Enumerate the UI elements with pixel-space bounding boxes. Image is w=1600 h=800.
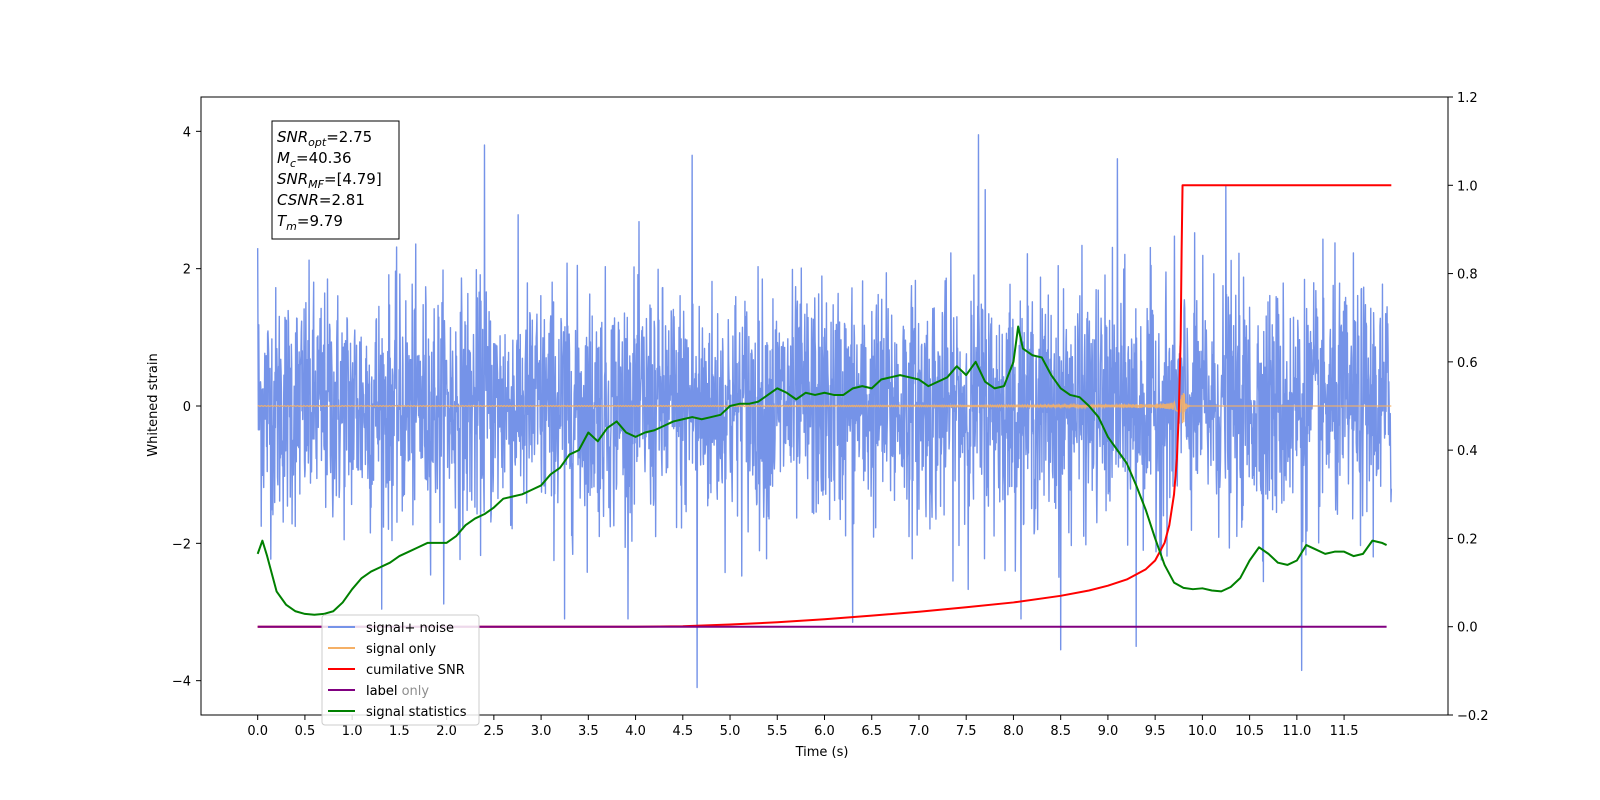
x-tick-label: 7.0 — [909, 724, 930, 739]
y-tick-label-left: 0 — [183, 400, 191, 415]
annotation-line: Mc=40.36 — [277, 149, 352, 170]
x-tick-label: 6.5 — [861, 724, 882, 739]
x-tick-label: 2.0 — [436, 724, 457, 739]
annotation-line: SNRopt=2.75 — [277, 128, 372, 149]
legend-frame — [321, 614, 480, 726]
y-tick-label-right: 0.0 — [1457, 621, 1478, 636]
x-tick-label: 0.0 — [247, 724, 268, 739]
legend-ghost-text: label only — [366, 684, 429, 699]
series-signal-statistics — [256, 325, 1388, 616]
x-tick-label: 5.0 — [720, 724, 741, 739]
y-tick-label-right: −0.2 — [1457, 709, 1489, 724]
series-signal-only — [257, 392, 1392, 424]
x-tick-label: 6.0 — [814, 724, 835, 739]
y-tick-label-left: 4 — [183, 125, 191, 140]
legend: label only signal+ noise signal only cumila… — [321, 614, 480, 726]
series-signal-noise — [256, 134, 1393, 689]
x-tick-label: 5.5 — [767, 724, 788, 739]
x-tick-label: 9.0 — [1098, 724, 1119, 739]
y-tick-label-right: 0.8 — [1457, 268, 1478, 283]
x-axis-label: Time (s) — [795, 745, 849, 760]
annotation-box: SNRopt=2.75Mc=40.36SNRMF=[4.79]CSNR=2.81… — [271, 120, 400, 240]
x-tick-label: 3.5 — [578, 724, 599, 739]
legend-label: signal only — [366, 642, 436, 657]
x-tick-label: 4.0 — [625, 724, 646, 739]
x-tick-label: 11.5 — [1330, 724, 1359, 739]
legend-label: label — [366, 684, 397, 699]
x-tick-label: 1.5 — [389, 724, 410, 739]
y-tick-label-left: 2 — [183, 263, 191, 278]
x-tick-label: 3.0 — [531, 724, 552, 739]
x-tick-label: 1.0 — [342, 724, 363, 739]
y-tick-label-right: 0.6 — [1457, 356, 1478, 371]
x-tick-label: 4.5 — [672, 724, 693, 739]
legend-label: signal+ noise — [366, 621, 454, 636]
series-cumilative-snr — [257, 184, 1392, 628]
x-tick-label: 2.5 — [484, 724, 505, 739]
x-tick-label: 10.5 — [1235, 724, 1264, 739]
x-tick-label: 8.0 — [1003, 724, 1024, 739]
annotation-line: Tm=9.79 — [277, 212, 343, 233]
y-tick-label-right: 1.0 — [1457, 179, 1478, 194]
y-tick-label-right: 0.2 — [1457, 532, 1478, 547]
y-axis-label: Whitened strain — [146, 353, 161, 456]
x-tick-label: 8.5 — [1050, 724, 1071, 739]
x-tick-label: 11.0 — [1282, 724, 1311, 739]
legend-label: signal statistics — [366, 705, 467, 720]
x-tick-label: 10.0 — [1188, 724, 1217, 739]
y-tick-label-right: 1.2 — [1457, 91, 1478, 106]
annotation-line: CSNR=2.81 — [277, 191, 365, 209]
x-tick-label: 9.5 — [1145, 724, 1166, 739]
x-tick-label: 7.5 — [956, 724, 977, 739]
plot-layer: 0.0 0.5 1.0 1.5 2.0 2.5 3.0 3.5 4.0 4.5 5.0 5.5 6.0 6… — [172, 91, 1489, 739]
legend-label: cumilative SNR — [366, 663, 465, 678]
annotation-frame — [271, 120, 400, 240]
y-tick-label-left: −2 — [172, 537, 191, 552]
y-tick-label-right: 0.4 — [1457, 444, 1478, 459]
y-tick-label-left: −4 — [172, 675, 191, 690]
x-tick-label: 0.5 — [295, 724, 316, 739]
annotation-line: SNRMF=[4.79] — [277, 170, 382, 191]
